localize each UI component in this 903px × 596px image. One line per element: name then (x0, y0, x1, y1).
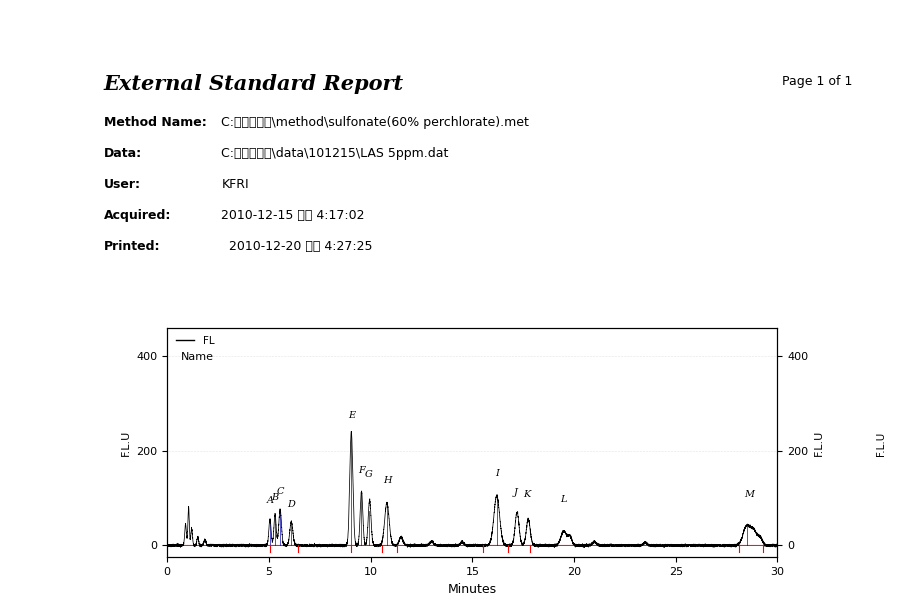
Text: G: G (364, 470, 372, 479)
Text: F: F (358, 467, 365, 476)
Text: Method Name:: Method Name: (104, 116, 207, 129)
Text: I: I (494, 469, 498, 478)
Text: 2010-12-20 오후 4:27:25: 2010-12-20 오후 4:27:25 (221, 240, 373, 253)
Text: B: B (271, 493, 278, 502)
Text: C: C (276, 487, 284, 496)
Text: E: E (348, 411, 355, 420)
Text: M: M (743, 490, 753, 499)
Y-axis label: F.L.U: F.L.U (813, 429, 823, 456)
Text: L: L (560, 495, 566, 504)
X-axis label: Minutes: Minutes (447, 582, 497, 595)
Text: J: J (514, 488, 517, 496)
Text: KFRI: KFRI (221, 178, 249, 191)
Text: User:: User: (104, 178, 141, 191)
Text: H: H (382, 476, 391, 485)
Text: Page 1 of 1: Page 1 of 1 (781, 74, 852, 88)
Text: C:계면활성제\method\sulfonate(60% perchlorate).met: C:계면활성제\method\sulfonate(60% perchlorate… (221, 116, 529, 129)
Text: Name: Name (181, 352, 213, 362)
Text: A: A (266, 496, 273, 505)
Text: Data:: Data: (104, 147, 142, 160)
Text: External Standard Report: External Standard Report (104, 74, 404, 95)
Text: Printed:: Printed: (104, 240, 161, 253)
Legend: FL: FL (172, 332, 219, 350)
Text: F.L.U: F.L.U (875, 432, 886, 456)
Y-axis label: F.L.U: F.L.U (121, 429, 131, 456)
Text: 2010-12-15 오후 4:17:02: 2010-12-15 오후 4:17:02 (221, 209, 365, 222)
Text: K: K (523, 490, 530, 499)
Text: Acquired:: Acquired: (104, 209, 172, 222)
Text: C:계면활성제\data\101215\LAS 5ppm.dat: C:계면활성제\data\101215\LAS 5ppm.dat (221, 147, 449, 160)
Text: D: D (287, 499, 295, 508)
